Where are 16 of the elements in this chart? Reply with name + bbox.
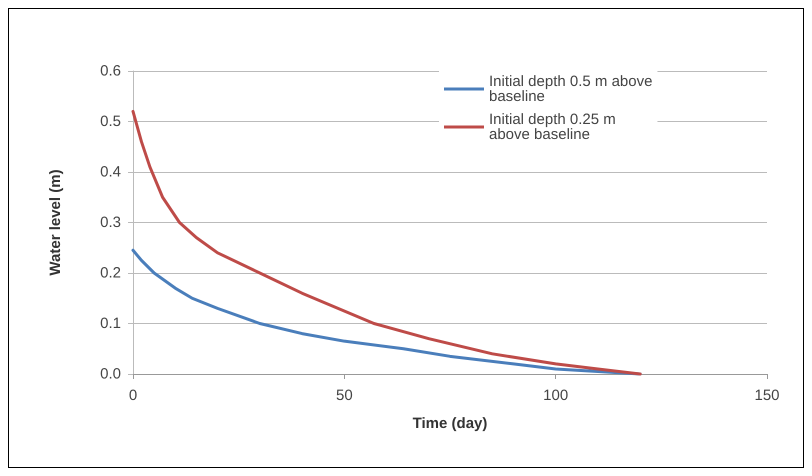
y-tick-label: 0.6 [100, 62, 121, 80]
y-tick-label: 0.4 [100, 164, 121, 180]
y-tick-label: 0.1 [100, 315, 121, 332]
y-axis-title: Water level (m) [47, 169, 64, 276]
x-tick-label: 0 [128, 387, 138, 404]
y-tick-label: 0.2 [100, 264, 121, 282]
y-tick-label: 0.3 [100, 214, 121, 231]
y-tick-label: 0.0 [100, 366, 121, 382]
y-tick-label: 0.5 [100, 113, 121, 130]
x-axis-title: Time (day) [412, 415, 488, 432]
legend-label: Initial depth 0.25 m above baseline [489, 111, 616, 143]
x-tick-label: 100 [543, 387, 568, 404]
legend-label: Initial depth 0.5 m above baseline [489, 73, 652, 105]
x-tick-label: 50 [336, 387, 353, 404]
x-tick-label: 150 [754, 387, 780, 404]
line-series [132, 110, 642, 376]
